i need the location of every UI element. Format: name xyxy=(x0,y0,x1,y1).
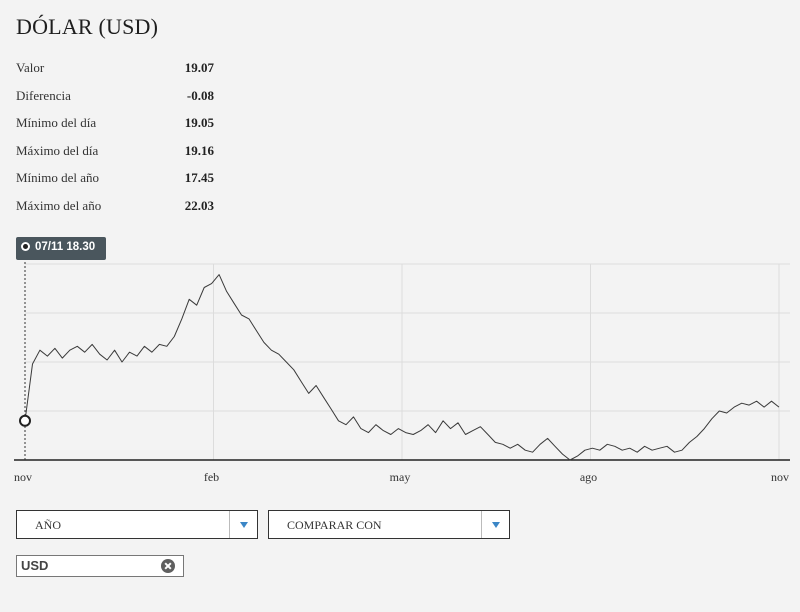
stat-row-maximo-ano: Máximo del año 22.03 xyxy=(16,196,216,224)
chevron-down-icon[interactable] xyxy=(229,511,257,538)
stat-value: 19.07 xyxy=(184,60,214,75)
series-line xyxy=(24,274,780,461)
currency-title: DÓLAR (USD) xyxy=(16,14,159,39)
compare-select-label: COMPARAR CON xyxy=(287,518,382,532)
period-select[interactable]: AÑO xyxy=(16,510,258,539)
stat-label: Valor xyxy=(16,60,45,75)
chevron-down-icon[interactable] xyxy=(481,511,509,538)
stat-label: Diferencia xyxy=(16,87,71,103)
price-chart[interactable]: nov feb may ago nov xyxy=(0,232,800,492)
x-tick-label: may xyxy=(390,470,411,484)
stat-label: Máximo del día xyxy=(16,142,99,158)
period-select-label: AÑO xyxy=(35,518,61,532)
stat-value: 22.03 xyxy=(184,197,214,213)
chart-grid xyxy=(25,263,790,460)
chart-x-axis: nov feb may ago nov xyxy=(14,459,790,484)
stat-row-valor: Valor 19.07 xyxy=(16,58,216,86)
stat-value: 19.16 xyxy=(184,142,214,158)
chart-tooltip: 07/11 18.30 xyxy=(16,237,106,260)
highlight-point[interactable] xyxy=(19,414,31,427)
stat-row-diferencia: Diferencia -0.08 xyxy=(16,86,216,114)
stat-row-maximo-dia: Máximo del día 19.16 xyxy=(16,141,216,169)
x-tick-label: feb xyxy=(204,470,219,484)
tooltip-marker-icon xyxy=(21,242,30,251)
compare-select[interactable]: COMPARAR CON xyxy=(268,510,510,539)
series-chip-usd: USD xyxy=(16,555,184,577)
close-icon[interactable] xyxy=(161,559,175,573)
stat-value: 17.45 xyxy=(184,170,214,186)
stat-value: -0.08 xyxy=(186,87,214,103)
chart-marker-layer[interactable] xyxy=(19,262,31,460)
stat-label: Mínimo del día xyxy=(16,115,97,131)
stat-label: Máximo del año xyxy=(16,197,102,213)
chart-line-layer xyxy=(24,274,780,461)
stat-row-minimo-ano: Mínimo del año 17.45 xyxy=(16,168,216,196)
stat-value: 19.05 xyxy=(184,115,214,131)
chart-svg[interactable]: nov feb may ago nov xyxy=(0,232,800,492)
x-tick-label: ago xyxy=(580,470,597,484)
stats-table: Valor 19.07 Diferencia -0.08 Mínimo del … xyxy=(16,58,216,224)
tooltip-text: 07/11 18.30 xyxy=(35,241,96,253)
chip-label: USD xyxy=(21,558,49,573)
x-tick-label: nov xyxy=(14,470,32,484)
stat-row-minimo-dia: Mínimo del día 19.05 xyxy=(16,113,216,141)
stat-label: Mínimo del año xyxy=(16,170,100,186)
x-tick-label: nov xyxy=(771,470,789,484)
